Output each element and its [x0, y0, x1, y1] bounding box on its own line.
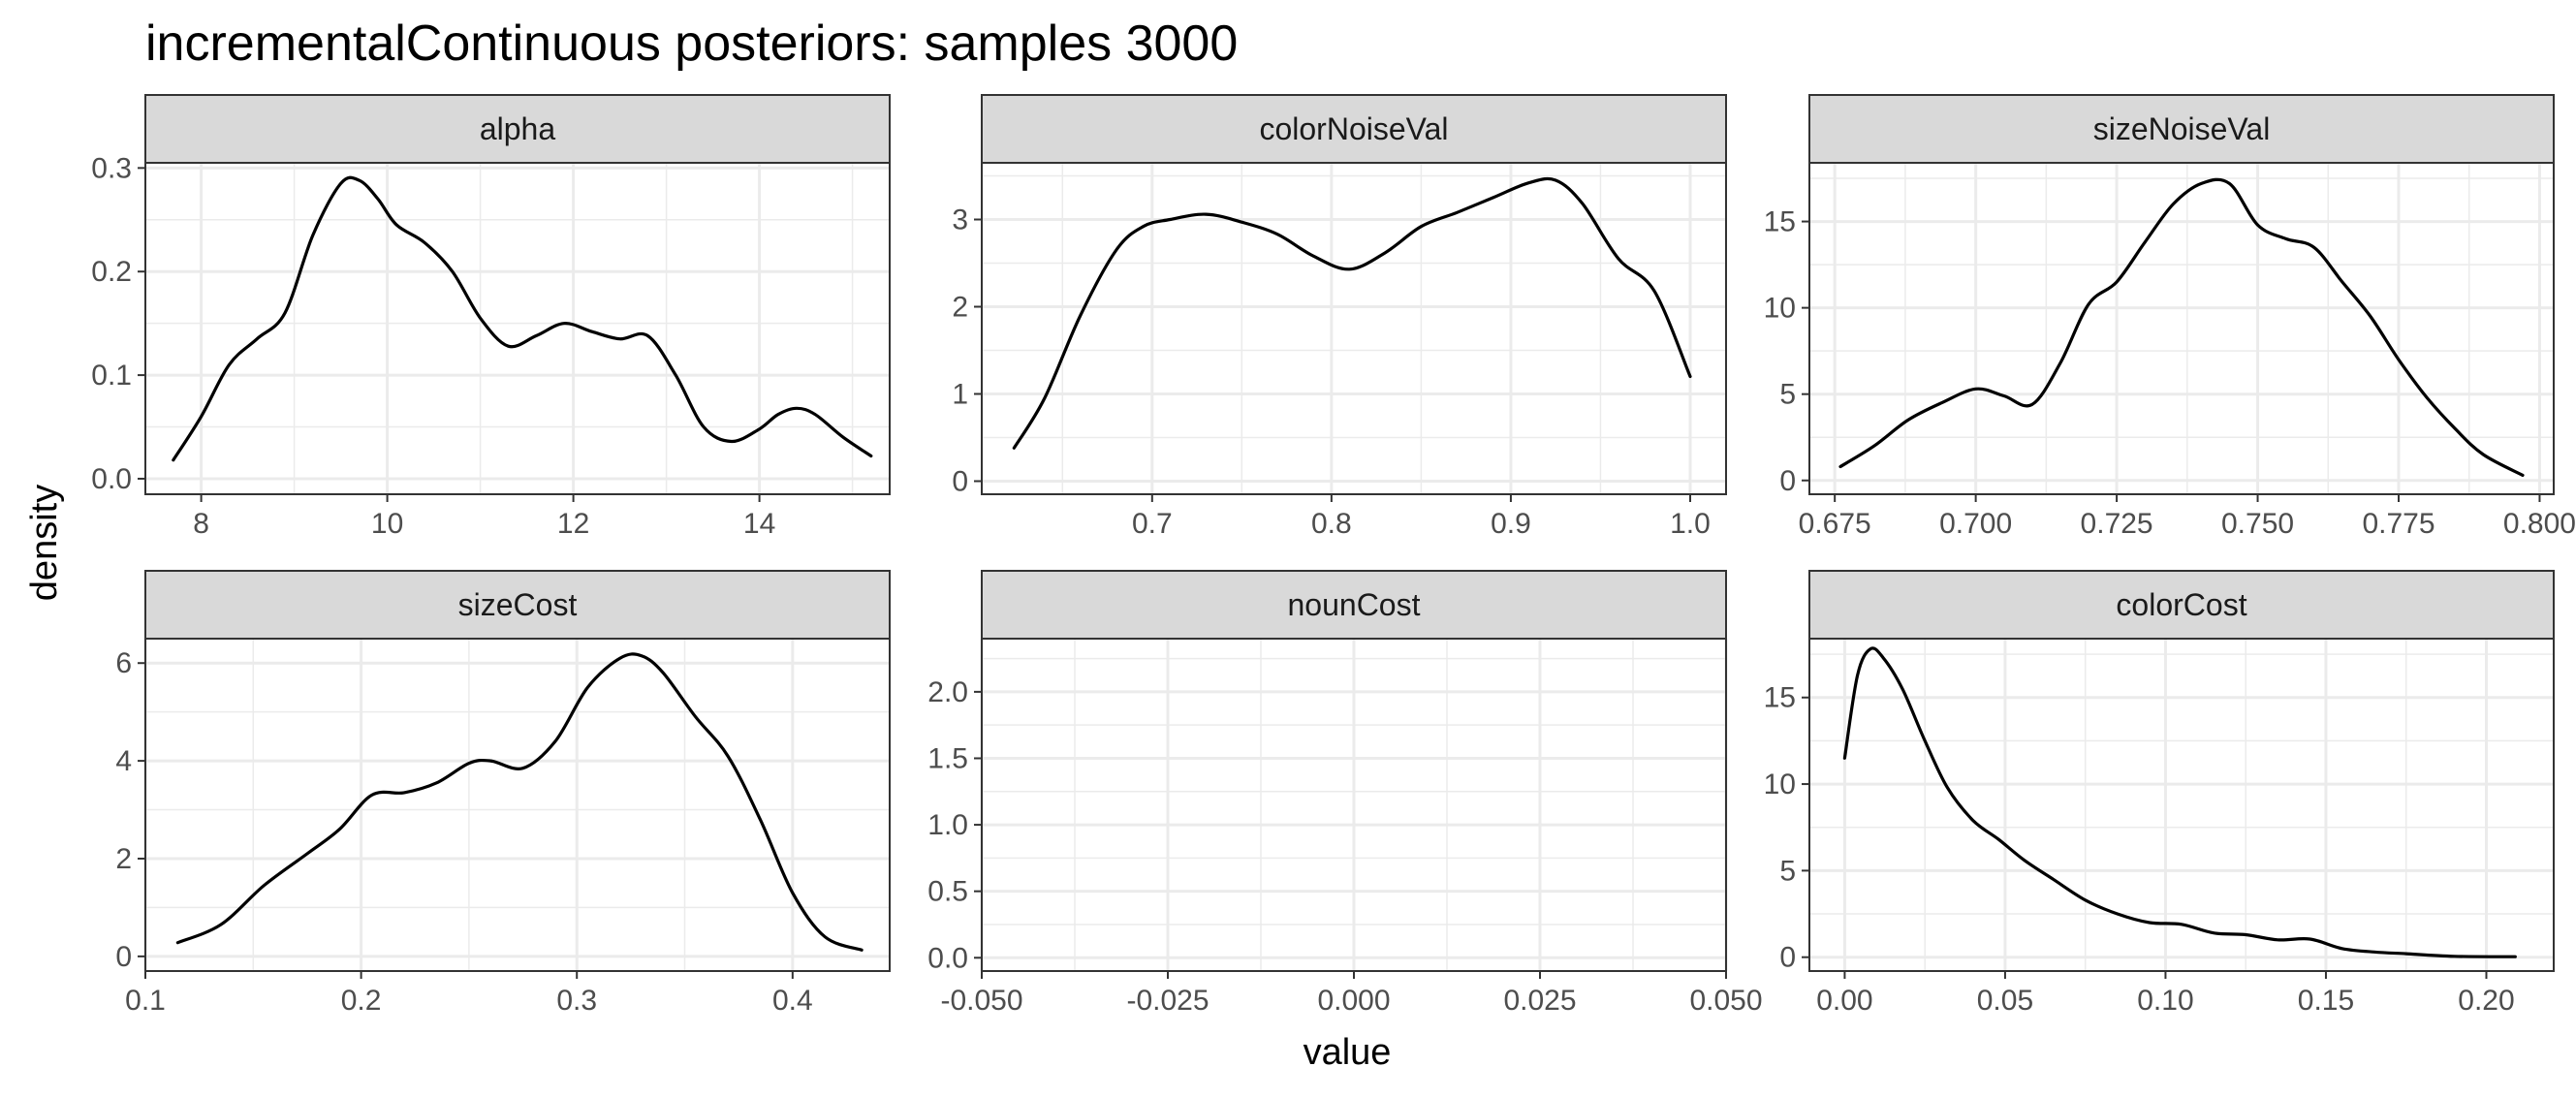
- panel-nounCost: nounCost -0.050 -0.025 0.000 0.025 0.050 0.0 0.…: [927, 570, 1763, 1017]
- panel-colorCost: colorCost 0.00 0.05 0.10 0.15 0.20 0 5 10 15: [1764, 570, 2555, 1017]
- chart-title: incrementalContinuous posteriors: sample…: [145, 16, 1238, 72]
- facet-strip: [981, 94, 1727, 164]
- y-tick-label: 2: [115, 843, 132, 875]
- x-tick-label: 0.15: [2298, 985, 2354, 1017]
- density-line-sizeCost: [175, 652, 864, 952]
- panel-alpha: alpha 8 10 12 14 0.0 0.1 0.2 0.3: [91, 94, 891, 540]
- density-line-alpha: [172, 175, 873, 462]
- x-tick-label: 0.725: [2081, 508, 2153, 540]
- panel-background: [982, 163, 1726, 494]
- x-tick-label: 0.1: [125, 985, 166, 1017]
- x-tick-label: 0.3: [556, 985, 597, 1017]
- facet-strip: [144, 570, 891, 640]
- x-tick-label: 0.00: [1816, 985, 1872, 1017]
- facet-strip-label: sizeCost: [458, 587, 578, 622]
- y-tick-label: 0: [952, 466, 968, 498]
- y-tick-label: 6: [115, 647, 132, 679]
- panel-background: [145, 163, 890, 494]
- y-tick-label: 15: [1764, 206, 1796, 238]
- x-tick-label: 0.05: [1977, 985, 2033, 1017]
- y-tick-label: 1.5: [927, 742, 968, 774]
- x-tick-label: 0.8: [1311, 508, 1352, 540]
- facet-strip: [144, 94, 891, 164]
- y-tick-label: 10: [1764, 293, 1796, 325]
- x-tick-label: 8: [193, 508, 209, 540]
- x-tick-label: 12: [557, 508, 589, 540]
- y-tick-label: 3: [952, 204, 968, 236]
- y-tick-label: 0: [115, 941, 132, 973]
- y-tick-label: 2.0: [927, 676, 968, 708]
- panel-background: [1809, 639, 2554, 971]
- panel-sizeNoiseVal: sizeNoiseVal 0.675 0.700 0.725 0.750 0.775 0.8…: [1764, 94, 2576, 540]
- y-tick-label: 1: [952, 379, 968, 411]
- y-tick-label: 0.0: [927, 942, 968, 974]
- y-tick-label: 0.3: [91, 152, 132, 184]
- y-tick-label: 0.0: [91, 463, 132, 495]
- facet-strip-label: colorNoiseVal: [1259, 111, 1448, 146]
- x-tick-label: 0.675: [1799, 508, 1871, 540]
- y-tick-label: 0: [1779, 942, 1796, 974]
- panel-colorNoiseVal: colorNoiseVal 0.7 0.8 0.9 1.0 0 1 2 3: [952, 94, 1727, 540]
- density-line-colorNoiseVal: [1012, 176, 1692, 450]
- density-line-sizeNoiseVal: [1838, 177, 2525, 477]
- x-tick-label: 0.7: [1132, 508, 1173, 540]
- x-tick-label: 0.000: [1317, 985, 1390, 1017]
- facet-strip: [1808, 570, 2555, 640]
- y-axis-title: density: [24, 485, 65, 601]
- x-tick-label: 0.025: [1503, 985, 1576, 1017]
- y-tick-label: 1.0: [927, 809, 968, 841]
- y-tick-label: 4: [115, 745, 132, 777]
- facet-strip-label: nounCost: [1288, 587, 1421, 622]
- x-tick-label: 0.9: [1491, 508, 1531, 540]
- facet-strip: [1808, 94, 2555, 164]
- x-tick-label: 0.10: [2137, 985, 2193, 1017]
- x-tick-label: 0.700: [1939, 508, 2012, 540]
- x-axis-title: value: [1304, 1032, 1392, 1073]
- panel-sizeCost: sizeCost 0.1 0.2 0.3 0.4 0 2 4 6: [115, 570, 891, 1017]
- x-tick-label: 0.2: [341, 985, 382, 1017]
- panel-background: [145, 639, 890, 971]
- facet-strip-label: colorCost: [2116, 587, 2246, 622]
- y-tick-label: 0.2: [91, 256, 132, 288]
- x-tick-label: -0.050: [940, 985, 1022, 1017]
- facet-strip-label: alpha: [480, 111, 556, 146]
- x-tick-label: 0.800: [2503, 508, 2576, 540]
- y-tick-label: 0.5: [927, 876, 968, 908]
- y-tick-label: 2: [952, 292, 968, 324]
- x-tick-label: 10: [371, 508, 403, 540]
- x-tick-label: 0.750: [2221, 508, 2294, 540]
- y-tick-label: 0: [1779, 465, 1796, 497]
- x-tick-label: 1.0: [1670, 508, 1711, 540]
- y-tick-label: 5: [1779, 855, 1796, 887]
- x-tick-label: 0.775: [2362, 508, 2435, 540]
- y-tick-label: 10: [1764, 769, 1796, 800]
- density-line-colorCost: [1842, 646, 2517, 958]
- y-tick-label: 5: [1779, 379, 1796, 411]
- y-tick-label: 0.1: [91, 360, 132, 392]
- facet-strip: [981, 570, 1727, 640]
- x-tick-label: -0.025: [1126, 985, 1209, 1017]
- x-tick-label: 14: [743, 508, 775, 540]
- x-tick-label: 0.20: [2458, 985, 2514, 1017]
- x-tick-label: 0.4: [772, 985, 813, 1017]
- facet-strip-label: sizeNoiseVal: [2093, 111, 2271, 146]
- panel-background: [1809, 163, 2554, 494]
- y-tick-label: 15: [1764, 682, 1796, 714]
- x-tick-label: 0.050: [1689, 985, 1762, 1017]
